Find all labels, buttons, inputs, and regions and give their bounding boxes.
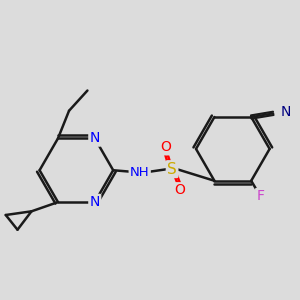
Text: O: O [160, 140, 171, 154]
Text: O: O [175, 184, 186, 197]
Text: N: N [281, 104, 291, 118]
Text: N: N [90, 195, 100, 209]
Text: NH: NH [130, 166, 149, 178]
Text: F: F [256, 189, 264, 203]
Text: S: S [167, 162, 177, 177]
Text: N: N [90, 131, 100, 146]
